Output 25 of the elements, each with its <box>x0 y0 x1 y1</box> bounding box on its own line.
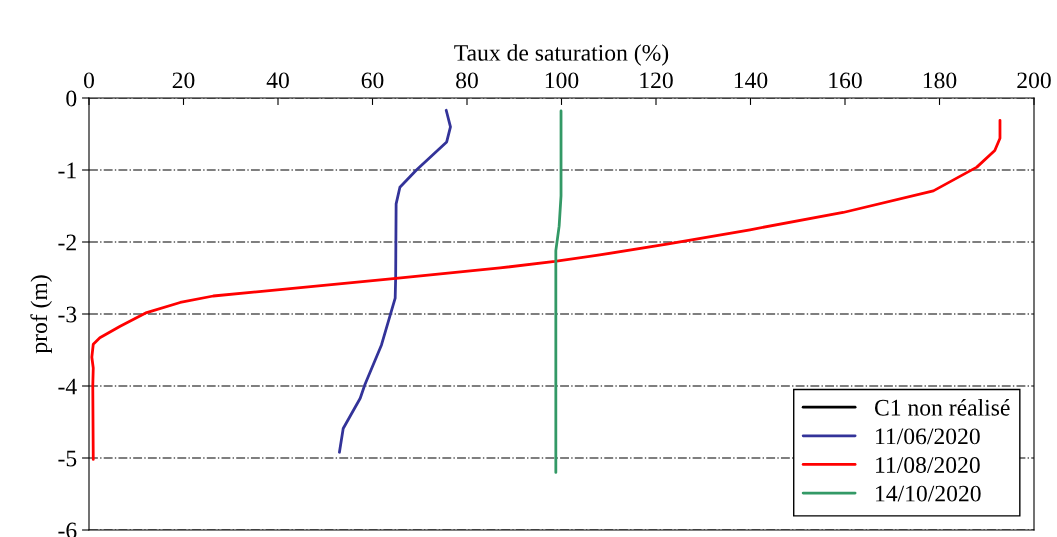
y-tick-label: -5 <box>58 450 77 467</box>
x-tick-label: 180 <box>923 72 957 89</box>
x-tick-label: 60 <box>361 72 384 89</box>
legend-label: 11/06/2020 <box>876 428 980 445</box>
line-series <box>338 108 452 454</box>
x-tick-label: 80 <box>456 72 478 89</box>
x-tick-label: 120 <box>640 72 673 89</box>
legend-label: 11/08/2020 <box>876 457 980 473</box>
y-tick-label: -1 <box>58 162 76 179</box>
y-axis-title: prof (m) <box>30 275 52 354</box>
line-series <box>554 109 563 474</box>
y-tick-label: 0 <box>66 90 77 107</box>
x-tick-label: 0 <box>84 72 94 89</box>
legend-label: 14/10/2020 <box>876 485 981 502</box>
x-axis-title: Taux de saturation (%) <box>454 44 669 66</box>
x-tick-label: 160 <box>829 72 862 89</box>
y-tick-label: -3 <box>58 306 77 323</box>
y-tick-label: -4 <box>58 378 77 395</box>
x-tick-label: 40 <box>266 72 289 89</box>
legend-label: C1 non réalisé <box>874 399 1010 416</box>
x-tick-label: 100 <box>545 72 579 89</box>
x-tick-label: 20 <box>172 72 195 89</box>
x-tick-label: 200 <box>1017 72 1051 89</box>
x-tick-label: 140 <box>734 72 768 89</box>
y-tick-label: -2 <box>58 234 76 251</box>
